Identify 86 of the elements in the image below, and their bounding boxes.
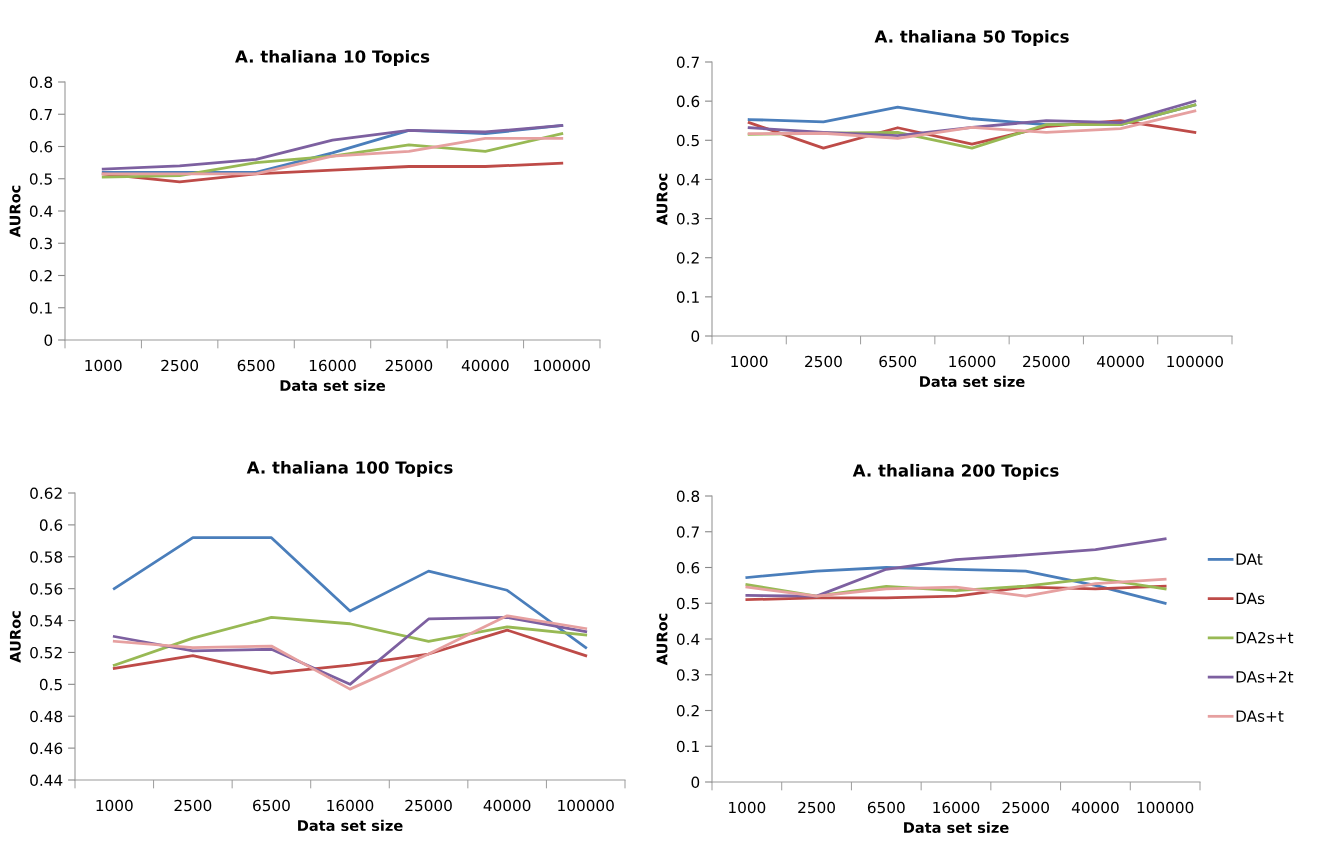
x-axis-title: Data set size: [280, 379, 386, 392]
y-tick-label: 0.4: [676, 633, 700, 646]
chart-title: A. thaliana 50 Topics: [874, 29, 1069, 47]
y-tick-label: 0: [691, 776, 700, 789]
y-tick-label: 0.1: [676, 291, 699, 303]
x-tick-label: 100000: [1137, 801, 1194, 814]
y-tick-label: 0.48: [30, 710, 63, 723]
line-series: [112, 628, 588, 675]
chart-title: A. thaliana 100 Topics: [246, 460, 453, 478]
y-axis-title: AURoc: [9, 185, 21, 238]
x-tick-label: 16000: [309, 359, 356, 372]
y-tick-label: 0.56: [30, 583, 63, 595]
y-tick-label: 0.5: [29, 173, 52, 185]
x-tick-label: 2500: [805, 355, 842, 368]
legend-label: DAt: [1236, 553, 1263, 565]
line-series: [112, 615, 588, 667]
line-series: [745, 537, 1167, 598]
y-tick-label: 0.5: [676, 597, 699, 610]
chart-title: A. thaliana 200 Topics: [852, 463, 1059, 481]
y-tick-label: 0.1: [676, 740, 699, 753]
y-tick-label: 0.3: [676, 213, 699, 225]
y-tick-label: 0.2: [676, 252, 699, 264]
y-tick-label: 0.6: [676, 95, 700, 108]
x-tick-label: 100000: [558, 799, 614, 812]
y-tick-label: 0.5: [39, 678, 62, 691]
legend-label: DAs+2t: [1236, 671, 1294, 683]
line-series: [112, 536, 588, 650]
y-tick-label: 0.7: [676, 526, 699, 538]
y-tick-label: 0: [44, 334, 53, 347]
x-tick-label: 6500: [253, 799, 290, 812]
y-tick-label: 0.3: [676, 669, 699, 681]
x-tick-label: 16000: [933, 801, 980, 814]
y-tick-label: 0: [691, 330, 700, 343]
x-tick-label: 6500: [867, 801, 905, 814]
chart-title: A. thaliana 10 Topics: [235, 49, 430, 67]
y-axis-title: AURoc: [656, 613, 668, 666]
y-tick-label: 0.46: [30, 742, 63, 755]
x-tick-label: 40000: [461, 359, 509, 372]
x-axis-title: Data set size: [904, 821, 1009, 834]
y-tick-label: 0.4: [29, 205, 53, 218]
x-tick-label: 1000: [96, 799, 133, 812]
x-tick-label: 40000: [483, 799, 531, 812]
y-tick-label: 0.5: [676, 134, 699, 147]
x-tick-label: 16000: [327, 799, 374, 812]
legend-label: DAs+t: [1236, 710, 1284, 722]
y-tick-label: 0.54: [30, 615, 63, 627]
y-tick-label: 0.7: [29, 108, 52, 121]
y-tick-label: 0.58: [30, 551, 63, 563]
x-tick-label: 2500: [161, 359, 199, 372]
x-tick-label: 2500: [798, 801, 835, 814]
y-tick-label: 0.44: [30, 774, 63, 787]
y-tick-label: 0.4: [676, 173, 700, 186]
x-axis-title: Data set size: [920, 375, 1025, 388]
x-tick-label: 40000: [1071, 801, 1119, 814]
y-tick-label: 0.52: [30, 646, 62, 659]
x-tick-label: 40000: [1097, 355, 1144, 368]
x-tick-label: 16000: [949, 355, 996, 368]
y-tick-label: 0.1: [29, 302, 52, 314]
y-tick-label: 0.2: [676, 704, 699, 717]
y-tick-label: 0.8: [29, 76, 53, 89]
x-tick-label: 100000: [1167, 355, 1223, 368]
x-tick-label: 1000: [731, 355, 768, 368]
x-tick-label: 100000: [534, 359, 590, 372]
y-tick-label: 0.6: [29, 140, 53, 153]
y-tick-label: 0.62: [30, 487, 62, 500]
y-tick-label: 0.6: [39, 519, 63, 531]
y-tick-label: 0.7: [676, 56, 699, 69]
line-series: [747, 109, 1197, 140]
x-tick-label: 6500: [879, 355, 917, 368]
x-tick-label: 6500: [237, 359, 275, 372]
legend-label: DAs: [1236, 592, 1265, 605]
x-tick-label: 1000: [85, 359, 122, 372]
y-tick-label: 0.6: [676, 561, 700, 574]
x-tick-label: 2500: [174, 799, 212, 812]
x-axis-title: Data set size: [298, 819, 403, 832]
y-tick-label: 0.2: [29, 269, 52, 282]
x-tick-label: 25000: [385, 359, 433, 372]
legend-label: DA2s+t: [1236, 631, 1294, 644]
y-tick-label: 0.3: [29, 237, 52, 250]
y-axis-title: AURoc: [9, 611, 21, 663]
x-tick-label: 1000: [729, 801, 766, 814]
y-axis-title: AURoc: [656, 173, 668, 226]
y-tick-label: 0.8: [676, 490, 700, 503]
x-tick-label: 25000: [1023, 355, 1070, 368]
x-tick-label: 25000: [1002, 801, 1049, 814]
x-tick-label: 25000: [405, 799, 452, 812]
